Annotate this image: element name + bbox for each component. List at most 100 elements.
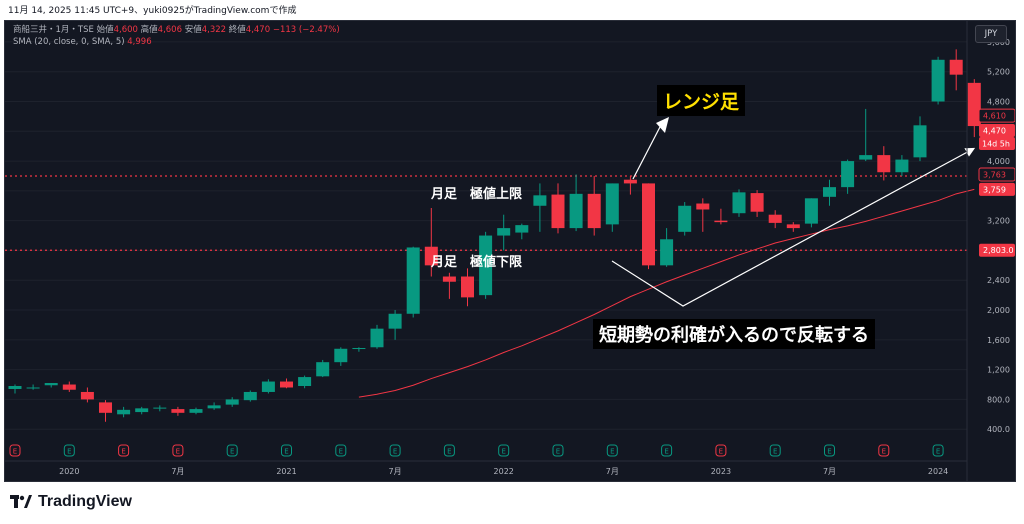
candle-body [804,198,818,224]
candle-body [913,125,927,158]
earnings-marker-icon: E [172,444,184,457]
candle-body [243,391,257,401]
earnings-marker-letter: E [284,448,288,456]
earnings-marker-letter: E [610,448,614,456]
earnings-marker-icon: E [715,444,727,457]
reversal-note-label: 短期勢の利確が入るので反転する [593,319,875,349]
earnings-marker-box [824,444,835,457]
candle-body [678,205,692,232]
earnings-marker-icon: E [552,444,564,457]
candle-body [714,220,728,223]
candle-body [732,192,746,214]
earnings-marker-letter: E [393,448,397,456]
candle-body [895,159,909,173]
range-candle-label: レンジ足 [657,85,746,116]
currency-button[interactable]: JPY [975,25,1007,43]
earnings-marker-icon: E [118,444,130,457]
earnings-marker-box [552,444,564,457]
candle-body [171,409,185,413]
close-value: 4,470 [245,25,271,35]
candle-body [931,59,945,102]
earnings-marker-letter: E [339,448,343,456]
candle-body [877,155,891,173]
earnings-marker-box [606,444,618,457]
earnings-marker-box [932,444,944,457]
legend-sma-row: SMA (20, close, 0, SMA, 5) 4,996 [13,36,340,48]
price-tag-p4610: 4,610 [983,112,1006,121]
candle-body [153,407,167,409]
candle-body [135,408,149,413]
price-tag-p3759: 3,759 [983,185,1006,194]
earnings-marker-letter: E [447,448,451,456]
x-tick-label: 2024 [928,467,948,476]
low-value: 4,322 [201,25,227,35]
candle-body [352,348,366,350]
earnings-marker-box [769,444,781,457]
candle-body [26,387,40,389]
sma-value: 4,996 [127,37,152,47]
candle-body [99,402,112,413]
earnings-marker-box [498,444,510,457]
earnings-marker-icon: E [281,444,292,457]
tradingview-brand[interactable]: TradingView [10,493,132,511]
y-tick-label: 3,200 [987,217,1010,226]
earnings-marker-letter: E [773,448,777,456]
earnings-marker-box [335,444,347,457]
candle-body [44,383,58,386]
earnings-marker-letter: E [13,448,17,456]
x-tick-label: 2020 [59,467,79,476]
symbol-legend[interactable]: 商船三井・1月・TSE 始値4,600 高値4,606 安値4,322 終値4,… [13,24,340,48]
candle-body [280,381,293,388]
candle-body [569,193,583,229]
earnings-marker-icon: E [769,444,781,457]
sma-label: SMA (20, close, 0, SMA, 5) [13,37,125,47]
open-value: 4,600 [113,25,138,35]
price-tag-p4470: 4,470 [983,127,1006,136]
earnings-marker-icon: E [9,444,21,457]
price-tag-box [978,167,1015,182]
earnings-marker-letter: E [501,448,505,456]
open-label: 始値 [96,25,114,35]
price-tags: 4,610 4,470 14d 5h 3,763 3,759 2,803.0 [978,108,1015,257]
earnings-marker-icon: E [443,444,455,457]
earnings-marker-letter: E [664,448,668,456]
candle-body [660,239,674,266]
y-tick-label: 4,800 [987,97,1010,106]
candle-body [696,203,710,210]
symbol-name: 商船三井・1月・TSE [13,25,94,35]
earnings-marker-letter: E [556,448,560,456]
candle-body [587,193,601,229]
earnings-marker-box [443,444,455,457]
earnings-marker-box [226,444,238,457]
chart-frame[interactable]: 400.0800.01,2001,6002,0002,4002,8003,200… [4,20,1016,482]
brand-name: TradingView [38,493,132,510]
candle-body [823,187,836,197]
y-tick-label: 1,600 [987,336,1010,345]
earnings-marker-icon: E [63,444,75,457]
countdown-box [979,137,1015,151]
earnings-marker-icon: E [878,444,890,457]
range-arrowhead [656,117,669,133]
earnings-marker-box [878,444,890,457]
x-tick-label: 7月 [171,467,184,476]
candle-body [62,384,76,390]
y-tick-label: 2,000 [987,306,1010,315]
annotation-arrows [611,117,976,307]
earnings-marker-icon: E [335,444,347,457]
candle-body [442,276,456,282]
y-tick-label: 5,200 [987,68,1010,77]
y-tick-label: 4,000 [987,157,1010,166]
y-tick-label: 800.0 [987,395,1010,404]
x-tick-label: 7月 [823,467,836,476]
price-tag-p3763: 3,763 [983,170,1006,179]
earnings-marker-letter: E [176,448,180,456]
candle-body [967,82,981,127]
earnings-marker-icon: E [606,444,618,457]
earnings-marker-letter: E [882,448,886,456]
earnings-marker-icon: E [389,444,401,457]
price-tag-p2803: 2,803.0 [983,246,1014,255]
earnings-marker-icon: E [226,444,238,457]
candle-body [261,381,275,392]
price-chart[interactable]: 400.0800.01,2001,6002,0002,4002,8003,200… [5,21,1016,482]
candle-body [551,194,565,229]
